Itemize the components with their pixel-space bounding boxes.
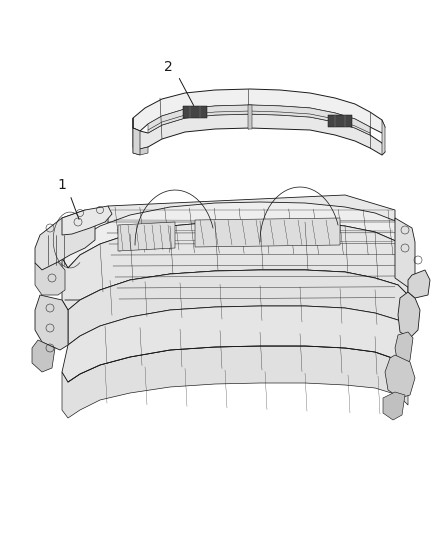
Polygon shape xyxy=(62,202,408,268)
Text: 1: 1 xyxy=(57,178,67,192)
Polygon shape xyxy=(62,346,408,418)
Polygon shape xyxy=(195,218,340,247)
Polygon shape xyxy=(133,118,140,155)
Polygon shape xyxy=(385,355,415,398)
Polygon shape xyxy=(68,270,408,345)
Polygon shape xyxy=(398,292,420,338)
Polygon shape xyxy=(248,105,252,129)
Polygon shape xyxy=(395,332,413,370)
Polygon shape xyxy=(133,147,148,155)
Text: 2: 2 xyxy=(164,60,173,74)
Polygon shape xyxy=(35,295,68,350)
Polygon shape xyxy=(328,115,352,127)
Polygon shape xyxy=(148,105,370,135)
Polygon shape xyxy=(382,120,385,155)
Polygon shape xyxy=(133,114,385,155)
Polygon shape xyxy=(62,306,408,382)
Polygon shape xyxy=(133,89,385,133)
Polygon shape xyxy=(118,222,175,251)
Polygon shape xyxy=(62,221,408,310)
Polygon shape xyxy=(183,106,207,118)
Polygon shape xyxy=(408,270,430,298)
Polygon shape xyxy=(108,195,395,255)
Polygon shape xyxy=(62,206,112,235)
Polygon shape xyxy=(35,210,95,270)
Polygon shape xyxy=(32,340,55,372)
Polygon shape xyxy=(383,392,405,420)
Polygon shape xyxy=(395,218,415,290)
Polygon shape xyxy=(35,262,65,295)
